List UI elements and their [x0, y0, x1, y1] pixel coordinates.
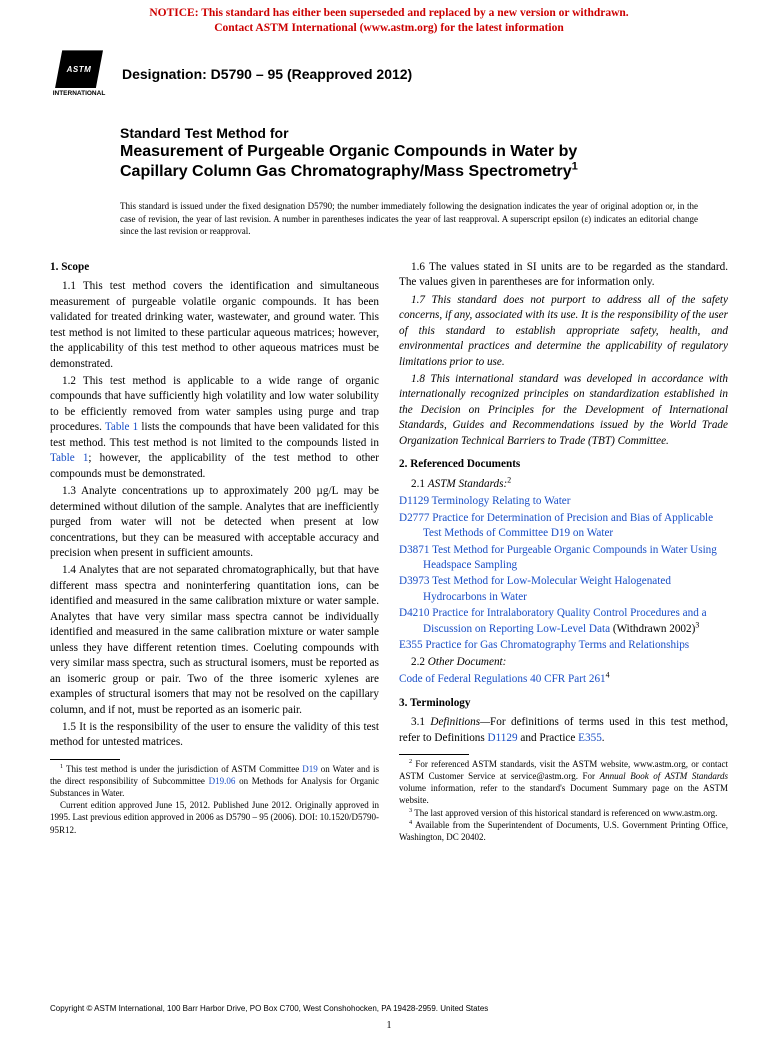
table1-link[interactable]: Table 1 — [105, 421, 138, 433]
notice-line2: Contact ASTM International (www.astm.org… — [214, 22, 564, 34]
ref-code-link[interactable]: D3871 — [399, 544, 429, 556]
cfr-link-b[interactable]: 40 CFR Part 261 — [527, 673, 605, 685]
footnote-1b: Current edition approved June 15, 2012. … — [50, 799, 379, 835]
designation-text: Designation: D5790 – 95 (Reapproved 2012… — [122, 66, 412, 82]
para-1-1: 1.1 This test method covers the identifi… — [50, 279, 379, 372]
para-3-1: 3.1 Definitions—For definitions of terms… — [399, 715, 728, 746]
footnote-rule-left — [50, 759, 120, 760]
ref-text-link[interactable]: Practice for Gas Chromatography Terms an… — [423, 639, 690, 651]
column-left: 1. Scope 1.1 This test method covers the… — [50, 260, 379, 843]
ref-text-link[interactable]: Test Method for Purgeable Organic Compou… — [423, 544, 717, 571]
ref-code-link[interactable]: D4210 — [399, 607, 429, 619]
cfr-link-a[interactable]: Code of Federal Regulations — [399, 673, 527, 685]
ref-item: D4210 Practice for Intralaboratory Quali… — [399, 606, 728, 637]
astm-logo-mark: ASTM — [55, 50, 103, 88]
table1-link-2[interactable]: Table 1 — [50, 452, 88, 464]
footnote-2: 2 For referenced ASTM standards, visit t… — [399, 758, 728, 807]
footnote-rule-right — [399, 754, 469, 755]
header-row: ASTM INTERNATIONAL Designation: D5790 – … — [0, 40, 778, 106]
e355-link[interactable]: E355 — [578, 732, 602, 744]
d1906-link[interactable]: D19.06 — [209, 776, 236, 786]
ref-text-link[interactable]: Practice for Determination of Precision … — [423, 512, 713, 539]
para-1-4: 1.4 Analytes that are not separated chro… — [50, 563, 379, 718]
notice-line1: NOTICE: This standard has either been su… — [149, 7, 628, 19]
cfr-ref: Code of Federal Regulations 40 CFR Part … — [399, 672, 728, 687]
ref-code-link[interactable]: E355 — [399, 639, 423, 651]
ref-text-link[interactable]: Test Method for Low-Molecular Weight Hal… — [423, 575, 671, 602]
page-number: 1 — [387, 1020, 392, 1031]
para-1-2: 1.2 This test method is applicable to a … — [50, 374, 379, 482]
notice-banner: NOTICE: This standard has either been su… — [0, 0, 778, 40]
scope-heading: 1. Scope — [50, 260, 379, 275]
d19-link[interactable]: D19 — [302, 764, 318, 774]
para-1-6: 1.6 The values stated in SI units are to… — [399, 260, 728, 291]
ref-2-2: 2.2 Other Document: — [399, 655, 728, 670]
para-1-7: 1.7 This standard does not purport to ad… — [399, 293, 728, 370]
ref-item: E355 Practice for Gas Chromatography Ter… — [399, 638, 728, 653]
ref-sup: 3 — [695, 620, 699, 629]
ref-2-1: 2.1 ASTM Standards:2 — [399, 477, 728, 492]
ref-item: D3973 Test Method for Low-Molecular Weig… — [399, 574, 728, 605]
para-1-5: 1.5 It is the responsibility of the user… — [50, 720, 379, 751]
column-right: 1.6 The values stated in SI units are to… — [399, 260, 728, 843]
footnote-4: 4 Available from the Superintendent of D… — [399, 819, 728, 843]
ref-item: D3871 Test Method for Purgeable Organic … — [399, 543, 728, 574]
body-columns: 1. Scope 1.1 This test method covers the… — [0, 244, 778, 843]
para-1-3: 1.3 Analyte concentrations up to approxi… — [50, 484, 379, 561]
ref-text-link[interactable]: Terminology Relating to Water — [429, 495, 570, 507]
terminology-heading: 3. Terminology — [399, 696, 728, 711]
issuance-note: This standard is issued under the fixed … — [0, 190, 778, 244]
ref-item: D2777 Practice for Determination of Prec… — [399, 511, 728, 542]
footnote-3: 3 The last approved version of this hist… — [399, 807, 728, 819]
copyright-line: Copyright © ASTM International, 100 Barr… — [50, 1004, 488, 1013]
ref-code-link[interactable]: D2777 — [399, 512, 429, 524]
d1129-link[interactable]: D1129 — [488, 732, 518, 744]
astm-logo: ASTM INTERNATIONAL — [50, 48, 108, 100]
para-1-8: 1.8 This international standard was deve… — [399, 372, 728, 449]
ref-item: D1129 Terminology Relating to Water — [399, 494, 728, 509]
title-block: Standard Test Method for Measurement of … — [0, 106, 778, 190]
ref-code-link[interactable]: D3973 — [399, 575, 429, 587]
title-prefix: Standard Test Method for — [120, 124, 688, 142]
astm-logo-subtext: INTERNATIONAL — [53, 90, 106, 97]
ref-code-link[interactable]: D1129 — [399, 495, 429, 507]
refs-list: D1129 Terminology Relating to WaterD2777… — [399, 494, 728, 654]
ref-trail: (Withdrawn 2002) — [610, 623, 695, 635]
title-line-b: Capillary Column Gas Chromatography/Mass… — [120, 162, 688, 182]
footnote-1: 1 This test method is under the jurisdic… — [50, 763, 379, 799]
referenced-docs-heading: 2. Referenced Documents — [399, 457, 728, 472]
title-line-a: Measurement of Purgeable Organic Compoun… — [120, 142, 688, 162]
